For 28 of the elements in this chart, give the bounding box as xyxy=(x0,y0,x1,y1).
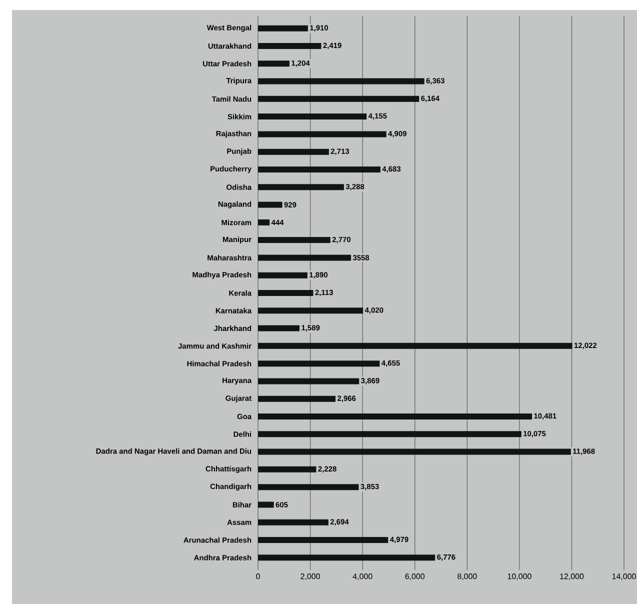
bar xyxy=(258,272,308,278)
bar xyxy=(258,554,436,561)
bar xyxy=(258,202,282,208)
bar xyxy=(258,114,367,120)
bar xyxy=(258,448,571,455)
bar xyxy=(258,537,388,543)
bar xyxy=(258,184,344,190)
bar xyxy=(258,42,322,49)
bar xyxy=(258,519,328,526)
bar xyxy=(258,131,386,138)
bar xyxy=(258,431,522,438)
bar xyxy=(258,413,532,420)
bar xyxy=(258,396,336,402)
bar xyxy=(258,290,314,296)
bar xyxy=(258,219,270,226)
bar xyxy=(258,308,364,314)
bar xyxy=(258,78,424,84)
bar xyxy=(258,502,274,508)
bar xyxy=(258,148,329,155)
bar xyxy=(258,254,352,261)
bar xyxy=(258,360,380,367)
bar xyxy=(258,466,316,472)
bar xyxy=(258,96,420,102)
bar xyxy=(258,25,308,32)
bar xyxy=(258,60,290,67)
bar xyxy=(258,166,380,172)
bar xyxy=(258,237,330,244)
bar xyxy=(258,342,572,349)
